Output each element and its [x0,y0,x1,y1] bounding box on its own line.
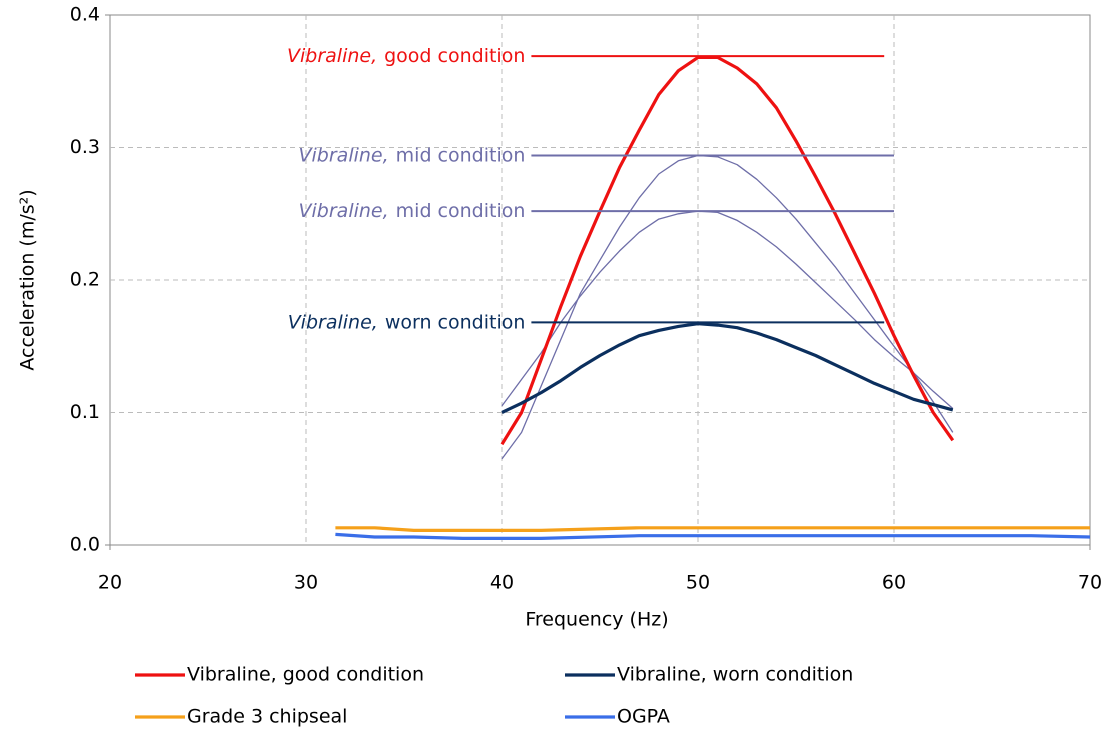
y-tick-label: 0.3 [70,136,100,158]
annotation-text: good condition [384,45,525,67]
x-tick-label: 70 [1078,572,1102,594]
x-tick-label: 20 [98,572,122,594]
series-line [335,532,1091,540]
series-line [500,55,955,446]
annotation-text: mid condition [396,144,526,166]
annotation-label: Vibraline, good condition [287,45,525,67]
annotation-label: Vibraline, mid condition [299,200,526,222]
x-tick-label: 50 [686,572,710,594]
legend-label: Grade 3 chipseal [187,706,347,728]
annotation-emphasis: Vibraline, [299,200,389,222]
annotation-label: Vibraline, mid condition [299,144,526,166]
legend-label: Vibraline, good condition [187,664,424,686]
legend-label: OGPA [617,706,670,728]
y-axis-label: Acceleration (m/s²) [17,189,39,370]
x-axis-label: Frequency (Hz) [525,609,668,631]
y-tick-label: 0.2 [70,269,100,291]
y-tick-label: 0.4 [70,4,100,26]
legend-label: Vibraline, worn condition [617,664,853,686]
series-line [335,526,1090,532]
x-tick-label: 30 [294,572,318,594]
series-line [501,322,954,414]
annotation-label: Vibraline, worn condition [288,311,526,333]
x-tick-label: 60 [882,572,906,594]
series-line [501,154,954,460]
x-tick-label: 40 [490,572,514,594]
annotation-emphasis: Vibraline, [288,311,378,333]
annotation-text: worn condition [385,311,526,333]
y-tick-label: 0.1 [70,401,100,423]
annotation-emphasis: Vibraline, [299,144,389,166]
y-tick-label: 0.0 [70,534,100,556]
series-line [501,210,954,409]
annotation-emphasis: Vibraline, [287,45,377,67]
annotation-text: mid condition [396,200,526,222]
